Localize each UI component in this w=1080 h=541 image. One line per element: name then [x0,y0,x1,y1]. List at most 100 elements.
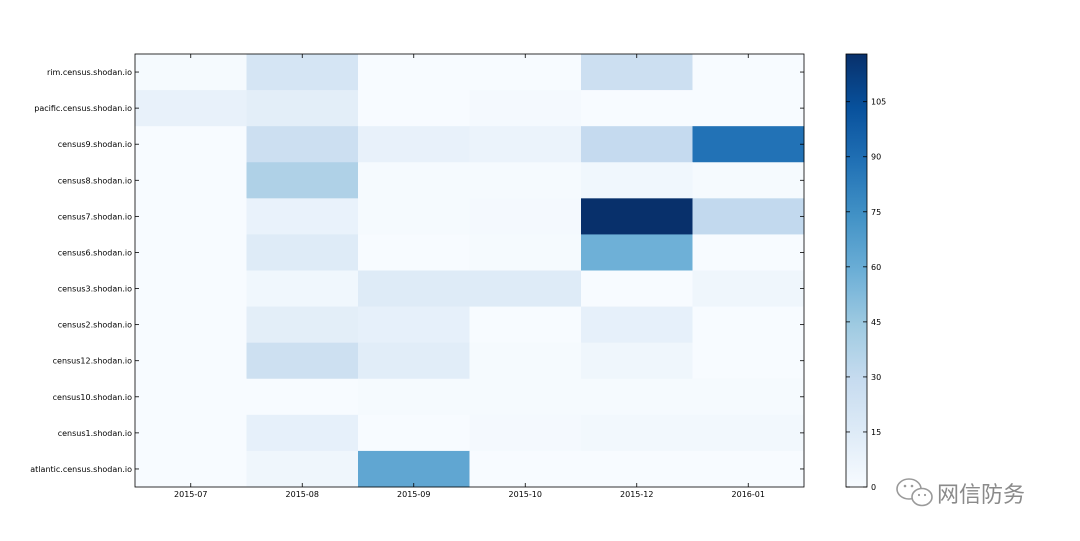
heatmap-cell [358,270,470,307]
heatmap-cell [135,162,247,199]
x-tick-label: 2015-09 [397,490,430,499]
colorbar-tick-label: 30 [871,373,881,382]
heatmap-cell [135,378,247,416]
y-tick-label: census1.shodan.io [58,429,132,438]
heatmap-cell [246,378,359,416]
colorbar-tick-label: 75 [871,208,881,217]
heatmap-cell [358,198,470,235]
colorbar-tick-label: 15 [871,428,881,437]
x-tick-label: 2015-08 [286,490,319,499]
colorbar-tick-label: 60 [871,263,881,272]
heatmap-cell [692,306,805,344]
y-tick-label: census6.shodan.io [58,248,132,257]
heatmap-cell [581,198,693,235]
heatmap-cell [692,450,805,488]
y-tick-label: census3.shodan.io [58,285,132,294]
heatmap-cell [692,414,805,452]
heatmap-cell [581,414,693,452]
colorbar-tick-label: 105 [871,98,886,107]
heatmap-cell [581,90,693,127]
heatmap-cell [358,162,470,199]
heatmap-cell [135,90,247,127]
heatmap-cell [135,414,247,452]
colorbar-axis: 0 15 30 45 60 75 90 105 [846,98,886,492]
heatmap-cell [246,306,359,344]
heatmap-cell [135,342,247,380]
heatmap-cell [246,54,359,91]
heatmap-cell [358,234,470,271]
heatmap-cell [358,378,470,416]
heatmap-cell [581,342,693,380]
heatmap-cell [692,342,805,380]
heatmap-cell [469,54,582,91]
heatmap-cell [692,90,805,127]
heatmap-cell [135,54,247,91]
heatmap-cell [581,126,693,163]
heatmap-cell [246,90,359,127]
colorbar [845,53,868,488]
heatmap-cell [469,90,582,127]
heatmap-cell [581,378,693,416]
heatmap-cell [692,162,805,199]
heatmap-cell [358,126,470,163]
heatmap-cell [135,270,247,307]
heatmap-cell [246,162,359,199]
plot-frame [134,53,805,488]
x-tick-label: 2015-10 [509,490,542,499]
heatmap-cell [581,162,693,199]
heatmap-cell [469,414,582,452]
heatmap-cell [358,90,470,127]
heatmap-cells [135,54,805,488]
heatmap-cell [246,126,359,163]
heatmap-cell [135,234,247,271]
heatmap-cell [469,342,582,380]
heatmap-cell [469,450,582,488]
heatmap-cell [246,270,359,307]
heatmap-cell [692,234,805,271]
heatmap-cell [581,270,693,307]
heatmap-cell [469,162,582,199]
colorbar-tick-label: 0 [871,483,876,492]
y-tick-label: atlantic.census.shodan.io [30,465,132,474]
y-tick-label: census7.shodan.io [58,212,132,221]
wechat-icon [896,478,933,507]
y-tick-label: rim.census.shodan.io [47,68,132,77]
y-tick-label: census10.shodan.io [53,393,132,402]
heatmap-cell [469,198,582,235]
heatmap-cell [135,198,247,235]
colorbar-tick-label: 90 [871,153,881,162]
heatmap-cell [135,306,247,344]
y-tick-label: census9.shodan.io [58,140,132,149]
heatmap-cell [246,198,359,235]
heatmap-cell [469,126,582,163]
y-tick-label: census12.shodan.io [53,357,132,366]
heatmap-cell [358,342,470,380]
heatmap-cell [581,54,693,91]
heatmap-cell [469,378,582,416]
heatmap-cell [135,450,247,488]
heatmap-cell [246,234,359,271]
heatmap-cell [581,450,693,488]
heatmap-cell [469,306,582,344]
heatmap-cell [581,234,693,271]
heatmap-cell [692,378,805,416]
y-tick-label: census2.shodan.io [58,321,132,330]
watermark: 网信防务 [896,478,1025,508]
y-tick-label: census8.shodan.io [58,176,132,185]
heatmap-cell [135,126,247,163]
x-tick-label: 2015-12 [620,490,653,499]
heatmap-cell [358,414,470,452]
heatmap-cell [469,234,582,271]
heatmap-cell [692,198,805,235]
heatmap-cell [358,450,470,488]
heatmap-cell [358,306,470,344]
x-tick-label: 2015-07 [174,490,207,499]
heatmap-cell [246,342,359,380]
heatmap-cell [692,270,805,307]
heatmap-cell [692,126,805,163]
x-tick-label: 2016-01 [732,490,765,499]
heatmap-cell [246,450,359,488]
watermark-text: 网信防务 [937,483,1025,508]
heatmap-cell [692,54,805,91]
